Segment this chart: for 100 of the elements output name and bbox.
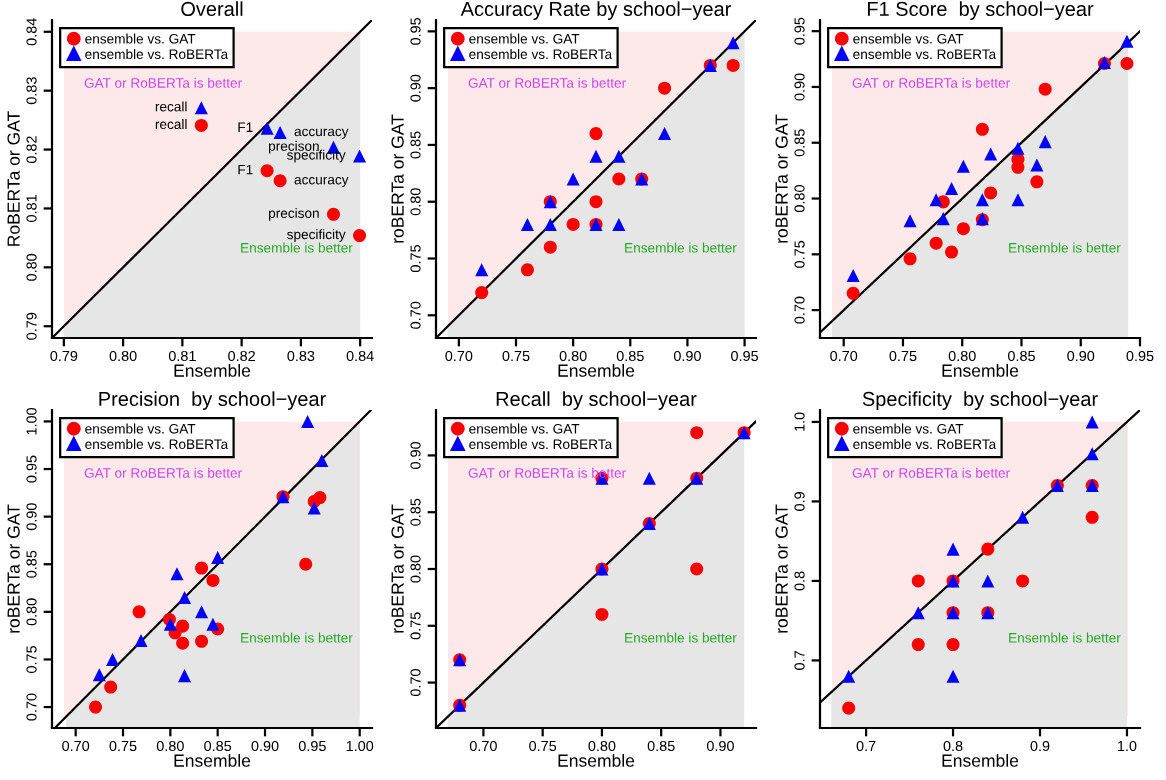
point <box>520 263 534 277</box>
point <box>194 101 208 115</box>
point <box>307 501 321 515</box>
point <box>1038 135 1052 149</box>
point <box>589 127 603 141</box>
point <box>589 149 603 163</box>
y-axis-title: roBERTa or GAT <box>775 504 788 633</box>
point <box>178 591 192 605</box>
point <box>1120 34 1134 48</box>
point <box>566 217 580 231</box>
point <box>929 236 943 250</box>
y-axis-title: roBERTa or GAT <box>391 114 404 243</box>
point <box>595 607 609 621</box>
point <box>846 286 860 300</box>
point <box>984 186 998 200</box>
point <box>195 561 209 575</box>
point <box>92 668 106 682</box>
point <box>690 426 704 440</box>
point <box>176 636 190 650</box>
point <box>353 149 367 163</box>
point <box>975 193 989 207</box>
point <box>945 245 959 259</box>
point <box>946 638 960 652</box>
point <box>612 172 626 186</box>
point <box>1085 415 1099 429</box>
point <box>1038 82 1052 96</box>
y-axis-title: roBERTa or GAT <box>775 114 788 243</box>
point <box>956 159 970 173</box>
point <box>903 252 917 266</box>
point <box>658 127 672 141</box>
point <box>1016 574 1030 588</box>
chart-title: Recall by school−year <box>496 391 697 410</box>
point <box>520 217 534 231</box>
point <box>726 36 740 50</box>
point <box>313 491 327 505</box>
y-axis-title: roBERTa or GAT <box>7 504 20 633</box>
point <box>612 149 626 163</box>
point <box>273 174 287 188</box>
point <box>984 147 998 161</box>
point <box>981 574 995 588</box>
point <box>946 542 960 556</box>
point <box>1016 510 1030 524</box>
point <box>929 193 943 207</box>
point <box>612 217 626 231</box>
point <box>975 122 989 136</box>
point <box>956 222 970 236</box>
chart-title: Accuracy Rate by school−year <box>460 1 732 20</box>
point <box>1120 57 1134 71</box>
point <box>946 669 960 683</box>
x-axis-title: Ensemble <box>558 363 635 377</box>
x-axis-title: Ensemble <box>942 753 1019 767</box>
point <box>589 195 603 209</box>
point <box>195 605 209 619</box>
point <box>936 212 950 226</box>
point <box>846 269 860 283</box>
point <box>134 633 148 647</box>
point <box>1085 447 1099 461</box>
point <box>301 414 315 428</box>
point <box>211 551 225 565</box>
point <box>104 680 118 694</box>
point <box>260 121 274 135</box>
point <box>353 229 367 243</box>
y-axis-title: RoBERTa or GAT <box>7 111 20 246</box>
point <box>206 617 220 631</box>
point <box>326 207 340 221</box>
point <box>178 669 192 683</box>
chart-title: Precision by school−year <box>99 391 326 410</box>
x-axis-title: Ensemble <box>558 753 635 767</box>
point <box>1085 510 1099 524</box>
point <box>1011 193 1025 207</box>
point <box>1011 141 1025 155</box>
point <box>658 81 672 95</box>
point <box>543 240 557 254</box>
point <box>260 164 274 178</box>
point <box>726 58 740 72</box>
point <box>690 562 704 576</box>
point <box>1030 158 1044 172</box>
point <box>106 652 120 666</box>
point <box>1030 175 1044 189</box>
point <box>194 118 208 132</box>
point <box>163 617 177 631</box>
point <box>315 453 329 467</box>
point <box>299 557 313 571</box>
point <box>176 619 190 633</box>
chart-title: F1 Score by school−year <box>867 1 1094 20</box>
point <box>903 214 917 228</box>
point <box>842 669 856 683</box>
chart-title: Overall <box>181 1 243 17</box>
point <box>911 638 925 652</box>
x-axis-title: Ensemble <box>174 753 251 767</box>
point <box>911 574 925 588</box>
chart-title: Specificity by school−year <box>862 391 1098 410</box>
point <box>195 634 209 648</box>
point <box>642 471 656 485</box>
point <box>206 573 220 587</box>
point <box>273 125 287 139</box>
x-axis-title: Ensemble <box>942 363 1019 377</box>
point <box>132 605 146 619</box>
point <box>543 217 557 231</box>
point <box>475 286 489 300</box>
